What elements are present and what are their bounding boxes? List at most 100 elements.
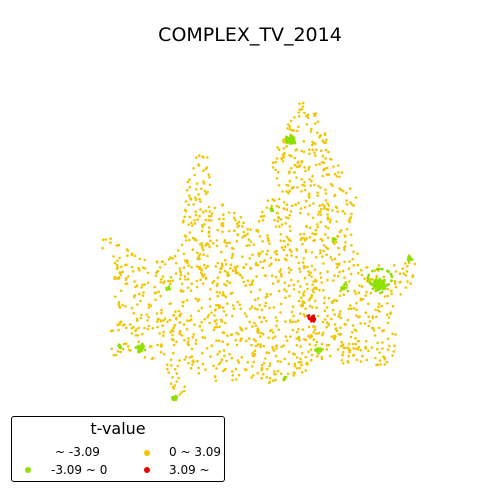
map-point — [213, 308, 217, 312]
map-point — [302, 292, 305, 296]
map-point — [325, 348, 329, 351]
map-point — [308, 304, 312, 308]
map-point — [146, 281, 150, 285]
map-point — [317, 213, 320, 216]
map-point — [204, 167, 208, 171]
map-point — [310, 264, 314, 268]
map-point — [346, 318, 350, 322]
map-point — [121, 270, 125, 274]
map-point — [129, 349, 132, 352]
map-point — [159, 280, 162, 284]
map-point — [325, 326, 328, 329]
map-point — [206, 190, 209, 194]
map-point — [172, 398, 175, 402]
map-point — [345, 199, 348, 202]
map-point — [202, 169, 205, 172]
map-point — [146, 319, 149, 322]
map-point — [195, 238, 198, 242]
map-point — [192, 203, 195, 206]
map-point — [221, 291, 225, 294]
map-point — [215, 325, 219, 329]
map-point — [154, 298, 157, 302]
map-point — [148, 345, 152, 348]
map-point — [361, 354, 364, 358]
map-point — [171, 257, 174, 260]
map-point — [406, 280, 409, 283]
map-point — [273, 335, 277, 338]
map-point — [192, 167, 195, 170]
map-point — [309, 348, 313, 352]
map-point — [331, 258, 334, 262]
map-point — [162, 352, 166, 356]
map-point — [289, 167, 293, 170]
map-point — [348, 187, 352, 190]
map-point — [355, 308, 358, 312]
map-point — [268, 380, 271, 384]
map-point — [293, 116, 296, 119]
map-point — [178, 277, 182, 281]
map-point — [377, 305, 380, 309]
map-point — [223, 269, 227, 273]
map-point — [254, 324, 258, 327]
map-point — [311, 283, 314, 287]
map-point — [207, 226, 211, 229]
map-point — [121, 303, 124, 307]
map-point — [226, 274, 229, 278]
map-point — [143, 348, 147, 352]
map-point — [183, 208, 187, 212]
map-point — [391, 304, 395, 308]
map-point — [258, 316, 261, 319]
map-point — [109, 241, 112, 244]
map-point — [321, 331, 325, 335]
map-point — [294, 203, 298, 206]
map-point — [233, 229, 236, 233]
map-point — [270, 262, 273, 266]
map-point — [372, 327, 375, 330]
map-point — [311, 174, 314, 178]
map-point — [211, 281, 214, 285]
map-point — [393, 282, 397, 285]
map-point — [350, 331, 354, 334]
map-point — [291, 135, 295, 139]
map-point — [268, 264, 272, 267]
map-point — [216, 228, 220, 232]
map-point — [399, 293, 402, 296]
map-point — [316, 191, 319, 194]
map-point — [393, 344, 396, 348]
map-point — [226, 302, 229, 305]
map-point — [288, 128, 292, 131]
map-point — [201, 210, 205, 214]
map-point — [281, 153, 285, 157]
map-point — [175, 372, 179, 375]
map-point — [308, 196, 311, 199]
map-point — [167, 371, 170, 374]
map-point — [332, 242, 336, 246]
map-point — [266, 199, 270, 202]
map-point — [141, 347, 144, 351]
map-point — [172, 326, 175, 330]
map-point — [312, 338, 316, 341]
map-point — [376, 341, 379, 345]
map-point — [268, 364, 271, 368]
map-point — [185, 299, 189, 302]
map-point — [226, 334, 229, 338]
map-point — [288, 248, 292, 251]
map-point — [335, 175, 339, 178]
map-point — [116, 349, 120, 353]
map-point — [196, 251, 199, 254]
map-point — [314, 299, 317, 303]
map-point — [135, 317, 139, 321]
map-point — [378, 278, 381, 282]
map-point — [143, 326, 146, 330]
map-point — [302, 257, 306, 260]
map-point — [264, 301, 268, 305]
map-point — [293, 372, 296, 375]
map-point — [379, 291, 382, 295]
map-point — [302, 313, 306, 316]
map-point — [357, 345, 361, 349]
map-point — [230, 246, 234, 250]
map-point — [373, 280, 377, 284]
map-point — [297, 327, 300, 331]
map-point — [342, 362, 345, 365]
map-point — [346, 289, 350, 293]
